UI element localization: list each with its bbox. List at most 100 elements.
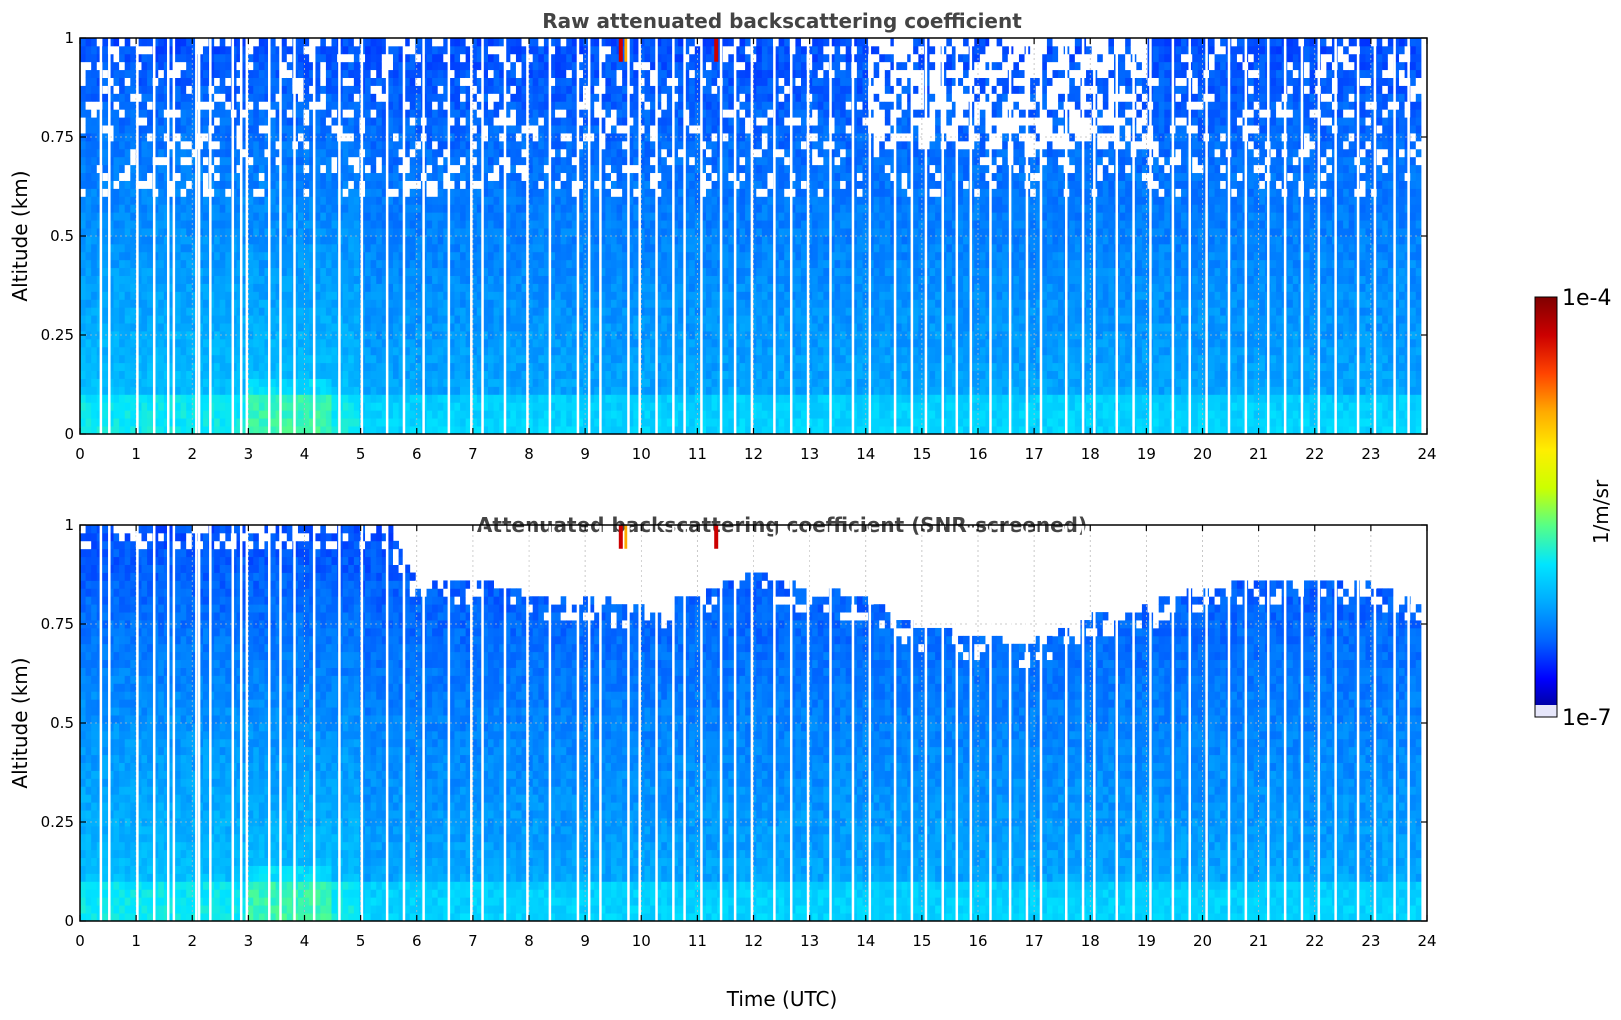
heatmap-cell: [130, 331, 137, 340]
heatmap-cell: [566, 291, 573, 300]
heatmap-cell: [242, 315, 249, 324]
heatmap-cell: [147, 148, 154, 158]
heatmap-cell: [264, 180, 271, 189]
heatmap-cell: [633, 93, 640, 102]
heatmap-cell: [415, 85, 422, 94]
heatmap-cell: [242, 164, 249, 174]
heatmap-cell: [610, 362, 617, 372]
heatmap-cell: [191, 148, 198, 158]
heatmap-cell: [275, 354, 282, 364]
heatmap-cell: [175, 354, 181, 364]
heatmap-cell: [325, 378, 332, 387]
heatmap-cell: [169, 354, 176, 364]
heatmap-cell: [331, 172, 338, 181]
heatmap-cell: [325, 188, 332, 197]
heatmap-cell: [398, 109, 405, 118]
heatmap-cell: [169, 53, 176, 63]
heatmap-cell: [80, 188, 86, 197]
heatmap-cell: [432, 394, 439, 403]
heatmap-cell: [476, 156, 483, 166]
heatmap-cell: [510, 204, 517, 213]
heatmap-cell: [432, 267, 439, 276]
heatmap-cell: [566, 267, 573, 276]
heatmap-cell: [532, 410, 539, 419]
heatmap-cell: [376, 362, 383, 372]
heatmap-cell: [515, 323, 522, 332]
heatmap-cell: [342, 109, 349, 118]
heatmap-cell: [236, 101, 243, 110]
heatmap-cell: [175, 93, 181, 102]
heatmap-cell: [471, 212, 478, 221]
heatmap-cell: [566, 109, 573, 118]
heatmap-cell: [158, 188, 165, 197]
heatmap-cell: [566, 180, 573, 189]
heatmap-cell: [365, 220, 372, 229]
heatmap-cell: [253, 101, 260, 110]
heatmap-cell: [202, 299, 209, 308]
heatmap-cell: [320, 188, 327, 197]
heatmap-cell: [175, 291, 181, 300]
heatmap-cell: [342, 307, 349, 316]
heatmap-cell: [219, 196, 226, 205]
heatmap-cell: [353, 196, 360, 205]
heatmap-cell: [320, 45, 327, 55]
heatmap-cell: [85, 394, 92, 403]
heatmap-cell: [605, 101, 612, 110]
heatmap-cell: [124, 156, 131, 166]
heatmap-cell: [214, 370, 221, 379]
heatmap-cell: [448, 402, 455, 411]
heatmap-cell: [214, 402, 221, 411]
heatmap-cell: [152, 346, 159, 356]
heatmap-cell: [258, 117, 265, 126]
heatmap-cell: [605, 156, 612, 166]
heatmap-cell: [314, 53, 321, 63]
heatmap-cell: [135, 117, 142, 126]
heatmap-cell: [555, 156, 562, 166]
heatmap-cell: [460, 394, 467, 403]
heatmap-cell: [387, 148, 394, 158]
heatmap-cell: [253, 251, 260, 261]
heatmap-cell: [264, 291, 271, 300]
heatmap-cell: [610, 251, 617, 261]
heatmap-cell: [488, 299, 494, 308]
heatmap-cell: [432, 45, 439, 55]
heatmap-cell: [465, 331, 472, 340]
heatmap-cell: [460, 212, 467, 221]
heatmap-cell: [320, 77, 327, 86]
heatmap-cell: [314, 93, 321, 102]
heatmap-cell: [202, 251, 209, 261]
heatmap-cell: [124, 354, 131, 364]
heatmap-cell: [135, 362, 142, 372]
heatmap-cell: [437, 315, 444, 324]
heatmap-cell: [465, 125, 472, 134]
heatmap-cell: [381, 38, 388, 47]
heatmap-cell: [404, 259, 411, 269]
heatmap-cell: [365, 275, 372, 284]
heatmap-cell: [242, 220, 249, 229]
heatmap-cell: [253, 148, 260, 158]
heatmap-cell: [314, 133, 321, 142]
heatmap-cell: [275, 220, 282, 229]
heatmap-cell: [320, 93, 327, 102]
heatmap-cell: [465, 38, 472, 47]
heatmap-cell: [147, 323, 154, 332]
heatmap-cell: [264, 251, 271, 261]
heatmap-cell: [286, 426, 293, 435]
heatmap-cell: [376, 283, 383, 292]
heatmap-cell: [370, 323, 377, 332]
heatmap-cell: [130, 38, 137, 47]
heatmap-cell: [616, 77, 623, 86]
heatmap-cell: [141, 164, 148, 174]
heatmap-cell: [365, 259, 372, 269]
heatmap-cell: [471, 251, 478, 261]
heatmap-cell: [616, 148, 623, 158]
heatmap-cell: [370, 299, 377, 308]
heatmap-cell: [465, 402, 472, 411]
heatmap-cell: [147, 370, 154, 379]
heatmap-cell: [398, 38, 405, 47]
heatmap-cell: [370, 354, 377, 364]
heatmap-cell: [309, 299, 316, 308]
heatmap-cell: [348, 243, 355, 253]
heatmap-cell: [560, 259, 567, 269]
heatmap-cell: [163, 394, 170, 403]
